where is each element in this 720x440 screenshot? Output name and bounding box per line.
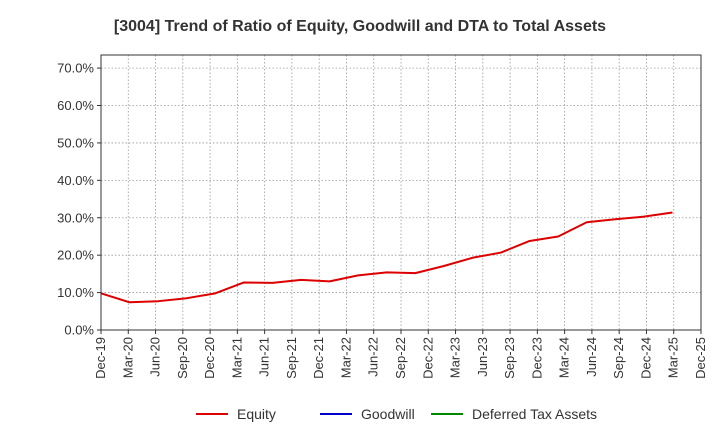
legend-label: Equity [237, 406, 276, 422]
grid [100, 55, 702, 331]
y-tick-label: 0.0% [64, 323, 94, 338]
x-tick-label: Jun-20 [148, 337, 163, 377]
y-tick-label: 10.0% [57, 285, 94, 300]
x-tick-label: Mar-21 [229, 337, 244, 378]
x-tick-label: Sep-22 [393, 337, 408, 379]
x-tick-label: Sep-20 [175, 337, 190, 379]
x-tick-label: Dec-21 [311, 337, 326, 379]
legend-label: Goodwill [361, 406, 415, 422]
x-tick-label: Dec-23 [529, 337, 544, 379]
y-tick-label: 60.0% [57, 98, 94, 113]
y-tick-label: 50.0% [57, 135, 94, 150]
series-group [100, 211, 673, 304]
legend-label: Deferred Tax Assets [472, 406, 597, 422]
legend: Equity Goodwill Deferred Tax Assets [196, 406, 597, 422]
x-tick-label: Jun-24 [584, 337, 599, 377]
x-tick-label: Dec-20 [202, 337, 217, 379]
x-tick-label: Mar-22 [338, 337, 353, 378]
x-tick-label: Sep-21 [284, 337, 299, 379]
x-tick-label: Jun-21 [257, 337, 272, 377]
plot-frame [100, 54, 702, 331]
series-line-equity [100, 211, 673, 304]
x-tick-label: Mar-23 [448, 337, 463, 378]
y-tick-label: 20.0% [57, 248, 94, 263]
x-tick-label: Dec-22 [420, 337, 435, 379]
x-axis-ticks: Dec-19 Mar-20 Jun-20 Sep-20 Dec-20 Mar-21 Jun-… [93, 330, 708, 379]
x-tick-label: Jun-22 [366, 337, 381, 377]
y-tick-label: 70.0% [57, 61, 94, 76]
x-tick-label: Jun-23 [475, 337, 490, 377]
y-axis-ticks: 0.0% 10.0% 20.0% 30.0% 40.0% 50.0% 60.0% 70.0% [57, 61, 101, 338]
x-tick-label: Dec-19 [93, 337, 108, 379]
x-tick-label: Mar-25 [666, 337, 681, 378]
x-tick-label: Mar-24 [557, 337, 572, 378]
x-tick-label: Sep-23 [502, 337, 517, 379]
x-tick-label: Dec-24 [638, 337, 653, 379]
chart-title: [3004] Trend of Ratio of Equity, Goodwil… [114, 18, 606, 35]
y-tick-label: 30.0% [57, 210, 94, 225]
x-tick-label: Dec-25 [693, 337, 708, 379]
x-tick-label: Sep-24 [611, 337, 626, 379]
x-tick-label: Mar-20 [120, 337, 135, 378]
y-tick-label: 40.0% [57, 173, 94, 188]
